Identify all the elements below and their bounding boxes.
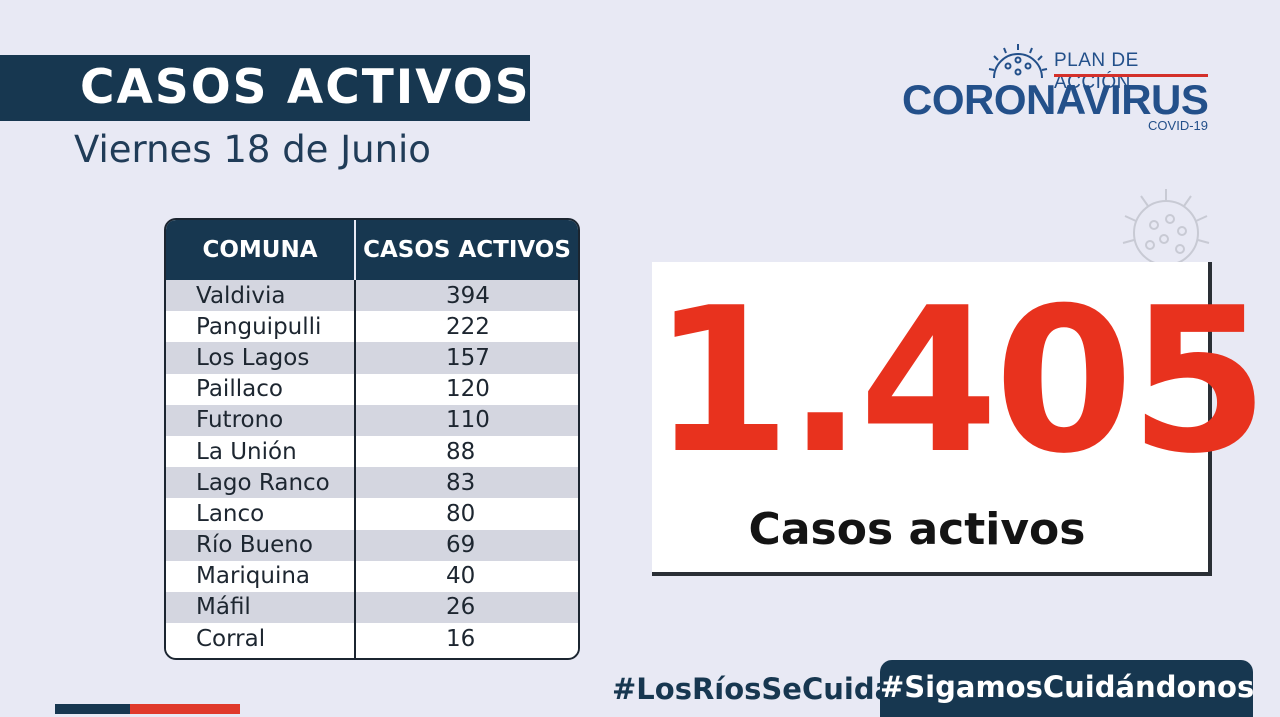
page-title: CASOS ACTIVOS xyxy=(80,60,531,115)
table-row: Futrono 110 xyxy=(166,404,578,436)
cell-casos: 222 xyxy=(446,313,490,340)
table-row: Los Lagos 157 xyxy=(166,342,578,374)
table-row: Máfil 26 xyxy=(166,591,578,624)
total-number: 1.405 xyxy=(652,265,1269,498)
table-header: COMUNA CASOS ACTIVOS xyxy=(166,220,578,280)
cell-comuna: Los Lagos xyxy=(196,344,310,371)
hashtag-sigamos: #SigamosCuidándonos xyxy=(880,670,1255,704)
cell-comuna: Río Bueno xyxy=(196,532,313,559)
table-row: Panguipulli 222 xyxy=(166,311,578,343)
table-body: Valdivia 394 Panguipulli 222 Los Lagos 157 … xyxy=(166,280,578,655)
cell-casos: 120 xyxy=(446,376,490,403)
logo-plan-text: PLAN DE ACCIÓN xyxy=(1054,50,1139,93)
total-label: Casos activos xyxy=(748,504,1086,555)
cell-comuna: Máfil xyxy=(196,594,251,621)
cell-comuna: Valdivia xyxy=(196,282,286,309)
cell-casos: 110 xyxy=(446,407,490,434)
cell-casos: 80 xyxy=(446,500,476,527)
column-divider xyxy=(354,280,356,658)
cell-comuna: Lago Ranco xyxy=(196,469,330,496)
table-row: Lanco 80 xyxy=(166,498,578,530)
bottom-bar-red xyxy=(130,704,240,714)
date-subtitle: Viernes 18 de Junio xyxy=(74,128,431,171)
cell-comuna: Corral xyxy=(196,625,266,652)
title-band xyxy=(0,55,530,121)
total-box: 1.405 Casos activos xyxy=(652,262,1269,576)
cell-casos: 394 xyxy=(446,282,490,309)
table-row: Paillaco 120 xyxy=(166,373,578,405)
header-comuna: COMUNA xyxy=(166,220,356,280)
cell-casos: 83 xyxy=(446,469,476,496)
logo-sub-text: COVID-19 xyxy=(1148,118,1208,133)
virus-decoration-icon xyxy=(1122,189,1210,265)
cell-comuna: Mariquina xyxy=(196,563,311,590)
table-row: Río Bueno 69 xyxy=(166,529,578,561)
cell-comuna: La Unión xyxy=(196,438,297,465)
table-row: Valdivia 394 xyxy=(166,280,578,312)
cell-casos: 88 xyxy=(446,438,476,465)
cell-comuna: Paillaco xyxy=(196,376,283,403)
table-row: Corral 16 xyxy=(166,623,578,655)
header-casos-activos: CASOS ACTIVOS xyxy=(363,237,571,263)
cell-comuna: Lanco xyxy=(196,500,265,527)
logo-red-rule xyxy=(1054,74,1208,77)
cell-casos: 157 xyxy=(446,344,490,371)
cell-casos: 69 xyxy=(446,532,476,559)
hashtag-box: #SigamosCuidándonos xyxy=(880,660,1255,717)
cell-casos: 16 xyxy=(446,625,476,652)
cell-comuna: Panguipulli xyxy=(196,313,322,340)
virus-icon xyxy=(988,44,1048,79)
table-row: Mariquina 40 xyxy=(166,560,578,592)
hashtag-los-rios: #LosRíosSeCuida xyxy=(612,672,895,706)
logo-main-text: CORONAVIRUS xyxy=(902,76,1209,123)
coronavirus-logo: PLAN DE ACCIÓN CORONAVIRUS COVID-19 xyxy=(900,38,1210,138)
table-row: Lago Ranco 83 xyxy=(166,467,578,499)
cell-comuna: Futrono xyxy=(196,407,284,434)
table-row: La Unión 88 xyxy=(166,435,578,468)
bottom-bar-blue xyxy=(55,704,130,714)
cell-casos: 40 xyxy=(446,563,476,590)
cell-casos: 26 xyxy=(446,594,476,621)
cases-table: COMUNA CASOS ACTIVOS Valdivia 394 Panguip… xyxy=(164,218,580,660)
